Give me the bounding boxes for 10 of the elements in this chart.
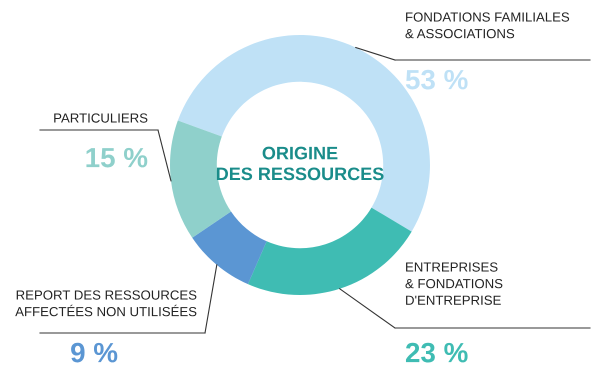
slice-label: ENTREPRISES & FONDATIONS D'ENTREPRISE (405, 262, 502, 305)
slice-label: REPORT DES RESSOURCES AFFECTÉES NON UTILISÉES (15, 290, 196, 316)
data-label: 9 % (71, 342, 118, 362)
slice-label: FONDATIONS FAMILIALES & ASSOCIATIONS (405, 12, 570, 38)
slice-label: PARTICULIERS (54, 113, 148, 123)
data-label: 53 % (406, 70, 468, 90)
data-label: 15 % (86, 148, 148, 168)
data-label: 23 % (406, 342, 468, 362)
donut-slice (192, 212, 267, 284)
text: ORIGINE DES RESSOURCES (216, 146, 384, 180)
